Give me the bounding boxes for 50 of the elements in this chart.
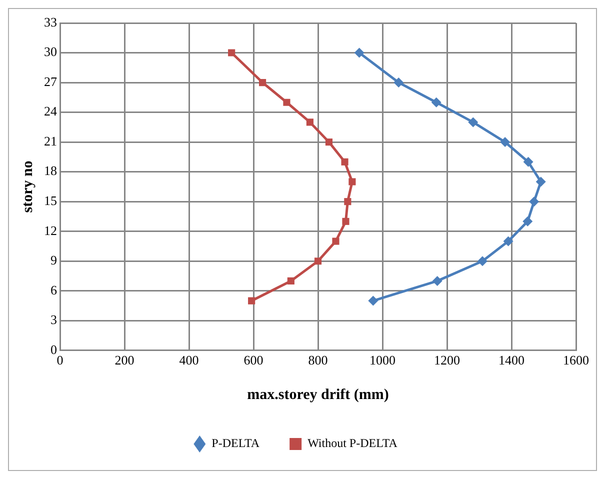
y-tick-label: 12: [44, 222, 57, 238]
y-tick-label: 15: [44, 193, 57, 208]
x-axis-title: max.storey drift (mm): [247, 386, 389, 403]
point: [468, 117, 478, 128]
y-tick-label: 6: [50, 282, 58, 298]
x-tick-label: 800: [308, 352, 328, 368]
point: [283, 98, 290, 106]
legend-label: P-DELTA: [212, 436, 260, 450]
point: [432, 276, 442, 286]
point: [228, 49, 236, 56]
point: [368, 296, 378, 306]
y-tick-label: 33: [44, 14, 57, 30]
x-tick-label: 1200: [434, 352, 460, 368]
point: [431, 97, 442, 108]
y-tick-label: 3: [50, 312, 57, 328]
point: [344, 198, 352, 206]
point: [522, 216, 533, 226]
point: [306, 118, 314, 126]
legend-label: Without P-DELTA: [308, 436, 398, 450]
point: [258, 78, 266, 86]
x-tick-label: 1000: [370, 352, 396, 368]
y-tick-label: 9: [50, 252, 57, 268]
point: [536, 176, 546, 187]
y-tick-label: 27: [44, 74, 58, 89]
y-tick-label: 24: [44, 104, 58, 119]
point: [394, 78, 404, 88]
y-tick-label: 18: [44, 163, 57, 178]
point: [348, 178, 356, 186]
point: [325, 138, 332, 146]
y-axis-title: story no: [20, 160, 36, 213]
point: [341, 158, 348, 166]
point: [503, 236, 514, 246]
x-tick-label: 400: [179, 352, 199, 368]
point: [354, 48, 364, 58]
point: [342, 218, 350, 225]
y-tick-label: 0: [50, 342, 57, 357]
y-tick-label: 30: [44, 44, 57, 60]
x-tick-label: 600: [244, 352, 264, 368]
point: [500, 137, 510, 148]
y-tick-label: 21: [44, 133, 57, 148]
point: [477, 256, 488, 266]
point: [314, 258, 322, 265]
point: [523, 156, 534, 167]
point: [332, 238, 340, 245]
point: [248, 297, 256, 304]
x-tick-label: 200: [114, 352, 134, 368]
point: [529, 196, 540, 207]
x-tick-label: 1400: [498, 352, 524, 368]
x-tick-label: 1600: [563, 352, 589, 368]
point: [287, 277, 294, 284]
